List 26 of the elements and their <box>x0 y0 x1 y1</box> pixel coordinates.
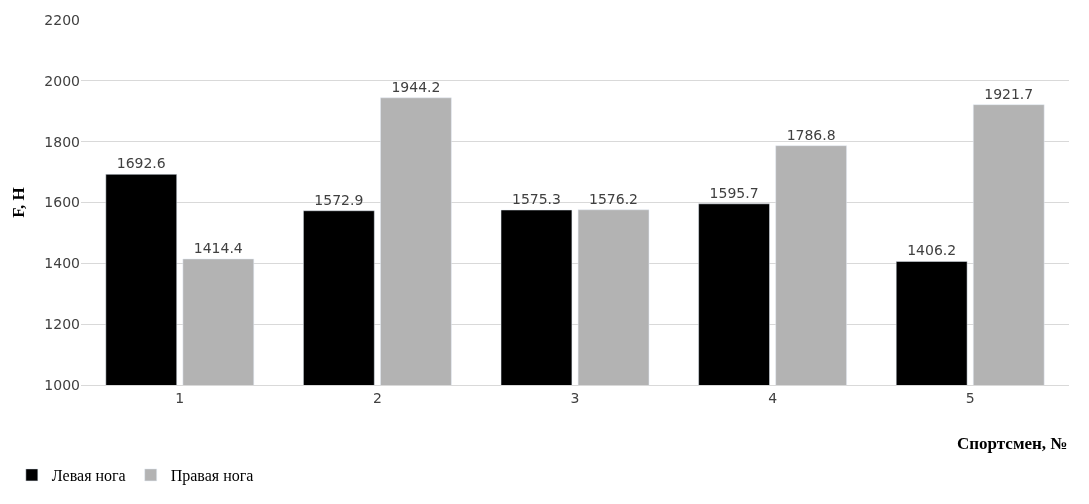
x-tick-label: 4 <box>768 389 778 406</box>
y-axis-title: F, Н <box>8 187 28 218</box>
x-tick-label: 3 <box>570 389 580 406</box>
y-tick-label: 1200 <box>44 316 80 333</box>
x-tick-label: 2 <box>372 389 382 406</box>
data-label: 1944.2 <box>391 78 441 95</box>
data-label: 1576.2 <box>589 190 639 207</box>
data-label: 1921.7 <box>984 85 1034 102</box>
y-tick-label: 2200 <box>44 11 80 28</box>
x-tick-label: 5 <box>965 389 975 406</box>
data-label: 1575.3 <box>511 191 561 208</box>
legend-label: Правая нога <box>170 467 254 486</box>
y-tick-label: 2000 <box>44 72 80 89</box>
data-label: 1692.6 <box>116 155 166 172</box>
data-label: 1595.7 <box>709 184 759 201</box>
data-label: 1414.4 <box>193 239 243 256</box>
data-label: 1406.2 <box>907 242 957 259</box>
y-tick-label: 1400 <box>44 255 80 272</box>
legend-label: Левая нога <box>51 467 126 485</box>
y-tick-label: 1600 <box>44 194 80 211</box>
data-label: 1786.8 <box>786 126 836 143</box>
data-label: 1572.9 <box>314 191 364 208</box>
x-tick-label: 1 <box>175 389 185 406</box>
x-axis-title: Спортсмен, № <box>957 434 1068 453</box>
y-tick-label: 1800 <box>44 133 80 150</box>
y-tick-label: 1000 <box>44 376 80 393</box>
